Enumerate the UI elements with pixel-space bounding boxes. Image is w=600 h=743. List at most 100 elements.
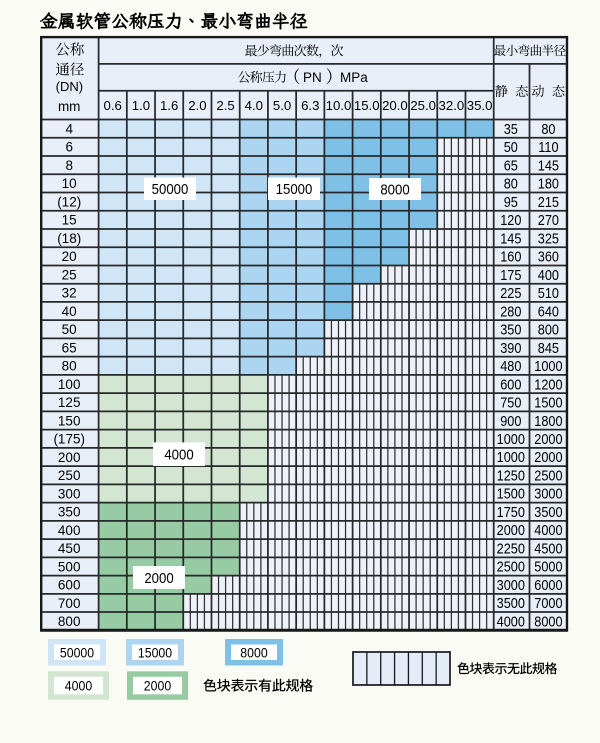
svg-text:750: 750 xyxy=(500,395,522,411)
svg-text:4000: 4000 xyxy=(497,614,526,630)
svg-text:110: 110 xyxy=(538,139,559,155)
svg-text:7000: 7000 xyxy=(534,595,563,611)
svg-text:5.0: 5.0 xyxy=(273,98,291,113)
svg-text:200: 200 xyxy=(58,450,81,465)
svg-text:280: 280 xyxy=(500,304,522,320)
svg-text:4000: 4000 xyxy=(65,678,92,694)
svg-text:900: 900 xyxy=(500,413,522,429)
svg-text:450: 450 xyxy=(58,541,81,556)
svg-text:0.6: 0.6 xyxy=(104,98,122,113)
svg-text:8000: 8000 xyxy=(380,181,409,198)
svg-text:145: 145 xyxy=(538,158,560,174)
svg-text:(DN): (DN) xyxy=(56,79,83,94)
svg-text:2500: 2500 xyxy=(497,559,526,575)
svg-text:80: 80 xyxy=(504,176,518,192)
svg-text:2000: 2000 xyxy=(497,522,526,538)
svg-text:8: 8 xyxy=(65,158,73,173)
svg-text:480: 480 xyxy=(500,358,522,374)
svg-text:1800: 1800 xyxy=(534,413,563,429)
svg-text:215: 215 xyxy=(538,194,560,210)
svg-text:400: 400 xyxy=(58,523,81,538)
svg-text:510: 510 xyxy=(538,285,560,301)
svg-text:35: 35 xyxy=(504,121,518,137)
svg-text:640: 640 xyxy=(538,304,560,320)
svg-text:120: 120 xyxy=(500,212,522,228)
svg-text:4.0: 4.0 xyxy=(245,98,263,113)
svg-text:800: 800 xyxy=(538,322,560,338)
svg-text:1.0: 1.0 xyxy=(132,98,150,113)
svg-text:600: 600 xyxy=(58,578,81,593)
svg-text:65: 65 xyxy=(504,158,518,174)
svg-text:1000: 1000 xyxy=(497,431,526,447)
svg-text:15: 15 xyxy=(62,213,77,228)
svg-text:15.0: 15.0 xyxy=(354,98,380,113)
svg-text:(12): (12) xyxy=(57,194,81,209)
svg-text:1250: 1250 xyxy=(497,468,526,484)
svg-text:MPa: MPa xyxy=(340,70,368,85)
svg-text:32: 32 xyxy=(62,286,77,301)
svg-text:95: 95 xyxy=(504,194,518,210)
svg-text:845: 845 xyxy=(538,340,560,356)
svg-text:20: 20 xyxy=(62,249,77,264)
svg-text:350: 350 xyxy=(500,322,522,338)
svg-text:3000: 3000 xyxy=(534,486,563,502)
svg-text:35.0: 35.0 xyxy=(467,98,493,113)
svg-text:175: 175 xyxy=(500,267,522,283)
svg-text:5000: 5000 xyxy=(534,559,563,575)
svg-text:300: 300 xyxy=(58,486,81,501)
svg-text:180: 180 xyxy=(538,176,560,192)
svg-text:2500: 2500 xyxy=(534,468,563,484)
svg-text:50: 50 xyxy=(504,139,518,155)
svg-text:250: 250 xyxy=(58,468,81,483)
svg-text:3500: 3500 xyxy=(534,504,563,520)
svg-text:25.0: 25.0 xyxy=(410,98,436,113)
svg-text:700: 700 xyxy=(58,596,81,611)
svg-text:10: 10 xyxy=(62,176,77,191)
svg-text:6.3: 6.3 xyxy=(301,98,319,113)
svg-text:(18): (18) xyxy=(57,231,81,246)
svg-text:8000: 8000 xyxy=(534,614,563,630)
svg-text:270: 270 xyxy=(538,212,560,228)
svg-text:PN: PN xyxy=(303,70,322,85)
svg-text:1750: 1750 xyxy=(497,504,526,520)
svg-text:(175): (175) xyxy=(53,432,85,447)
svg-text:4: 4 xyxy=(65,121,73,136)
svg-text:2000: 2000 xyxy=(534,431,563,447)
svg-text:1500: 1500 xyxy=(497,486,526,502)
svg-text:145: 145 xyxy=(500,231,522,247)
svg-text:1000: 1000 xyxy=(534,358,563,374)
svg-text:6000: 6000 xyxy=(534,577,563,593)
svg-text:2000: 2000 xyxy=(144,678,171,694)
svg-text:325: 325 xyxy=(538,231,560,247)
svg-text:360: 360 xyxy=(538,249,560,265)
svg-text:400: 400 xyxy=(538,267,560,283)
svg-text:1500: 1500 xyxy=(534,395,563,411)
svg-text:80: 80 xyxy=(62,359,77,374)
svg-text:1000: 1000 xyxy=(497,449,526,465)
svg-text:4000: 4000 xyxy=(164,446,193,463)
svg-text:mm: mm xyxy=(58,99,81,114)
svg-text:50000: 50000 xyxy=(60,645,94,661)
svg-text:1.6: 1.6 xyxy=(160,98,178,113)
svg-text:15000: 15000 xyxy=(138,645,172,661)
svg-text:50: 50 xyxy=(62,322,77,337)
svg-text:390: 390 xyxy=(500,340,522,356)
svg-text:40: 40 xyxy=(62,304,77,319)
svg-text:20.0: 20.0 xyxy=(382,98,408,113)
svg-text:1200: 1200 xyxy=(534,376,563,392)
svg-text:600: 600 xyxy=(500,376,522,392)
svg-text:50000: 50000 xyxy=(152,180,189,197)
svg-text:150: 150 xyxy=(58,413,81,428)
svg-text:3000: 3000 xyxy=(497,577,526,593)
svg-text:32.0: 32.0 xyxy=(439,98,465,113)
svg-text:6: 6 xyxy=(65,140,73,155)
svg-text:500: 500 xyxy=(58,559,81,574)
svg-text:80: 80 xyxy=(541,121,555,137)
svg-text:10.0: 10.0 xyxy=(326,98,352,113)
svg-text:350: 350 xyxy=(58,505,81,520)
svg-text:8000: 8000 xyxy=(240,645,267,661)
svg-text:3500: 3500 xyxy=(497,595,526,611)
svg-text:125: 125 xyxy=(58,395,81,410)
svg-text:2250: 2250 xyxy=(497,541,526,557)
svg-text:2.0: 2.0 xyxy=(188,98,206,113)
